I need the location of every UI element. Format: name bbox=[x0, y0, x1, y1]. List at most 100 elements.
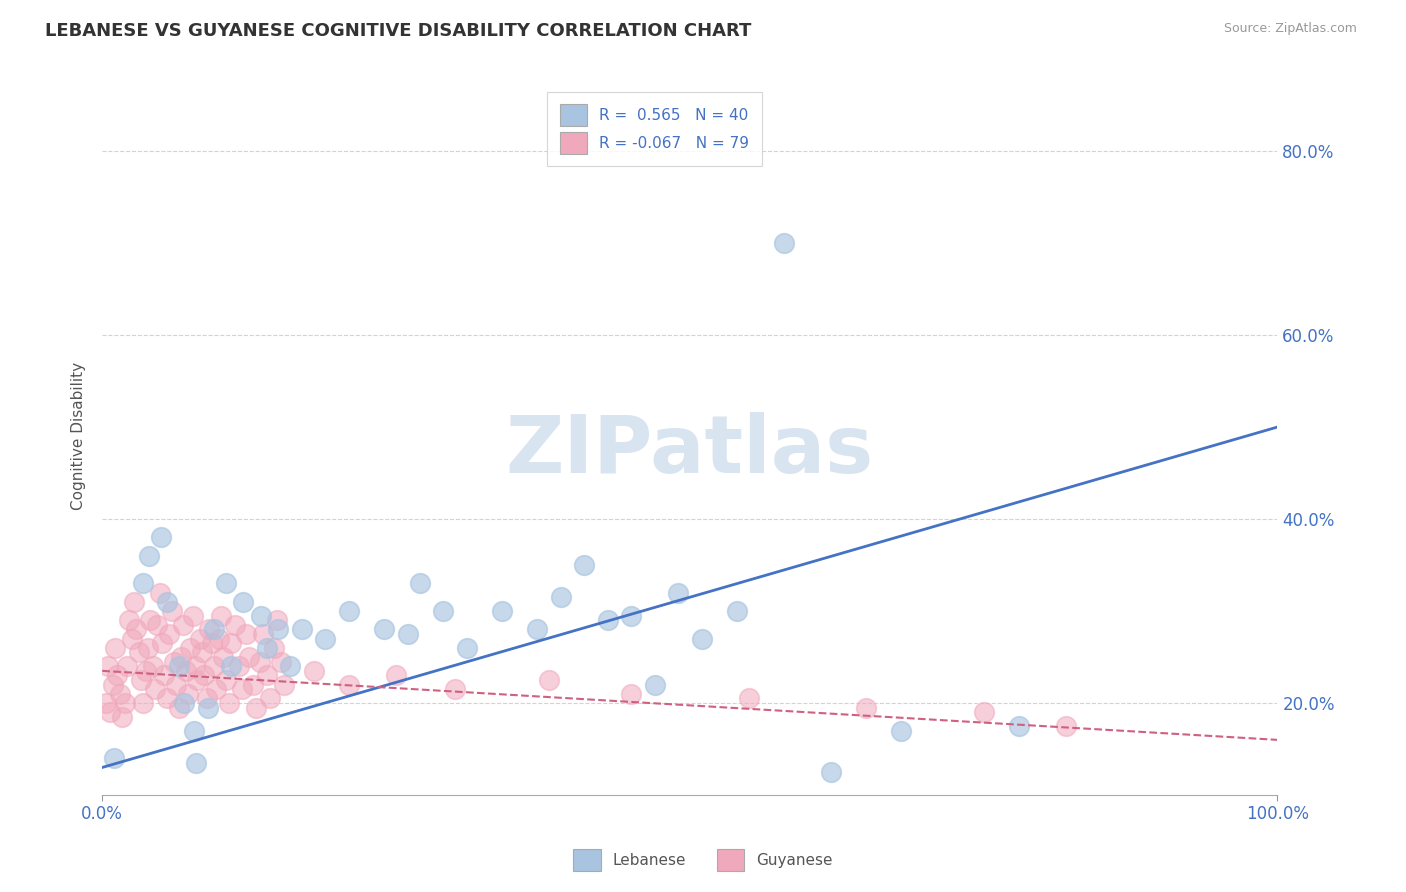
Guyanese bbox=[97, 659, 120, 673]
Lebanese bbox=[267, 623, 290, 637]
Lebanese bbox=[572, 558, 595, 572]
Lebanese bbox=[396, 627, 419, 641]
Legend: R =  0.565   N = 40, R = -0.067   N = 79: R = 0.565 N = 40, R = -0.067 N = 79 bbox=[547, 92, 762, 166]
Guyanese bbox=[238, 650, 260, 665]
Guyanese bbox=[855, 700, 877, 714]
Guyanese bbox=[184, 659, 207, 673]
Lebanese bbox=[183, 723, 205, 738]
Guyanese bbox=[139, 613, 162, 627]
Guyanese bbox=[122, 595, 145, 609]
Lebanese bbox=[173, 696, 195, 710]
Guyanese bbox=[205, 682, 228, 697]
Lebanese bbox=[666, 585, 689, 599]
Lebanese bbox=[1008, 719, 1031, 733]
Guyanese bbox=[170, 650, 193, 665]
Guyanese bbox=[157, 627, 180, 641]
Guyanese bbox=[160, 604, 183, 618]
Lebanese bbox=[690, 632, 713, 646]
Lebanese bbox=[337, 604, 360, 618]
Text: ZIPatlas: ZIPatlas bbox=[506, 411, 875, 490]
Guyanese bbox=[156, 691, 179, 706]
Guyanese bbox=[118, 613, 141, 627]
Guyanese bbox=[101, 678, 124, 692]
Lebanese bbox=[186, 756, 208, 770]
Guyanese bbox=[100, 705, 122, 719]
Guyanese bbox=[128, 645, 150, 659]
Guyanese bbox=[231, 682, 253, 697]
Guyanese bbox=[252, 627, 274, 641]
Guyanese bbox=[195, 691, 218, 706]
Lebanese bbox=[526, 623, 548, 637]
Lebanese bbox=[820, 765, 842, 780]
Guyanese bbox=[620, 687, 643, 701]
Lebanese bbox=[138, 549, 160, 563]
Guyanese bbox=[153, 668, 176, 682]
Guyanese bbox=[114, 696, 136, 710]
Legend: Lebanese, Guyanese: Lebanese, Guyanese bbox=[567, 843, 839, 877]
Guyanese bbox=[198, 623, 221, 637]
Guyanese bbox=[121, 632, 143, 646]
Guyanese bbox=[443, 682, 465, 697]
Guyanese bbox=[270, 655, 292, 669]
Text: Source: ZipAtlas.com: Source: ZipAtlas.com bbox=[1223, 22, 1357, 36]
Guyanese bbox=[302, 664, 325, 678]
Guyanese bbox=[177, 687, 200, 701]
Guyanese bbox=[256, 668, 278, 682]
Guyanese bbox=[973, 705, 995, 719]
Guyanese bbox=[214, 673, 236, 687]
Lebanese bbox=[214, 576, 236, 591]
Lebanese bbox=[373, 623, 395, 637]
Guyanese bbox=[221, 636, 243, 650]
Lebanese bbox=[596, 613, 619, 627]
Lebanese bbox=[232, 595, 254, 609]
Lebanese bbox=[291, 623, 314, 637]
Lebanese bbox=[772, 235, 794, 250]
Guyanese bbox=[224, 618, 246, 632]
Lebanese bbox=[156, 595, 179, 609]
Guyanese bbox=[207, 632, 229, 646]
Lebanese bbox=[644, 678, 666, 692]
Guyanese bbox=[186, 673, 208, 687]
Guyanese bbox=[209, 608, 232, 623]
Guyanese bbox=[167, 700, 190, 714]
Lebanese bbox=[103, 751, 125, 765]
Guyanese bbox=[104, 640, 127, 655]
Guyanese bbox=[337, 678, 360, 692]
Lebanese bbox=[202, 623, 225, 637]
Guyanese bbox=[193, 668, 215, 682]
Guyanese bbox=[266, 613, 288, 627]
Guyanese bbox=[202, 659, 225, 673]
Lebanese bbox=[221, 659, 243, 673]
Guyanese bbox=[218, 696, 240, 710]
Guyanese bbox=[174, 664, 197, 678]
Guyanese bbox=[249, 655, 271, 669]
Guyanese bbox=[142, 659, 165, 673]
Guyanese bbox=[172, 618, 194, 632]
Guyanese bbox=[1054, 719, 1077, 733]
Guyanese bbox=[200, 636, 222, 650]
Lebanese bbox=[432, 604, 454, 618]
Guyanese bbox=[111, 710, 134, 724]
Guyanese bbox=[94, 696, 117, 710]
Guyanese bbox=[242, 678, 264, 692]
Guyanese bbox=[129, 673, 152, 687]
Lebanese bbox=[167, 659, 190, 673]
Guyanese bbox=[136, 640, 159, 655]
Guyanese bbox=[135, 664, 157, 678]
Guyanese bbox=[165, 678, 187, 692]
Guyanese bbox=[150, 636, 173, 650]
Lebanese bbox=[725, 604, 748, 618]
Lebanese bbox=[250, 608, 273, 623]
Guyanese bbox=[181, 608, 204, 623]
Guyanese bbox=[263, 640, 285, 655]
Guyanese bbox=[146, 618, 169, 632]
Guyanese bbox=[191, 645, 214, 659]
Lebanese bbox=[408, 576, 430, 591]
Y-axis label: Cognitive Disability: Cognitive Disability bbox=[72, 362, 86, 510]
Guyanese bbox=[212, 650, 235, 665]
Guyanese bbox=[132, 696, 155, 710]
Guyanese bbox=[107, 668, 129, 682]
Guyanese bbox=[259, 691, 281, 706]
Lebanese bbox=[620, 608, 643, 623]
Lebanese bbox=[197, 700, 219, 714]
